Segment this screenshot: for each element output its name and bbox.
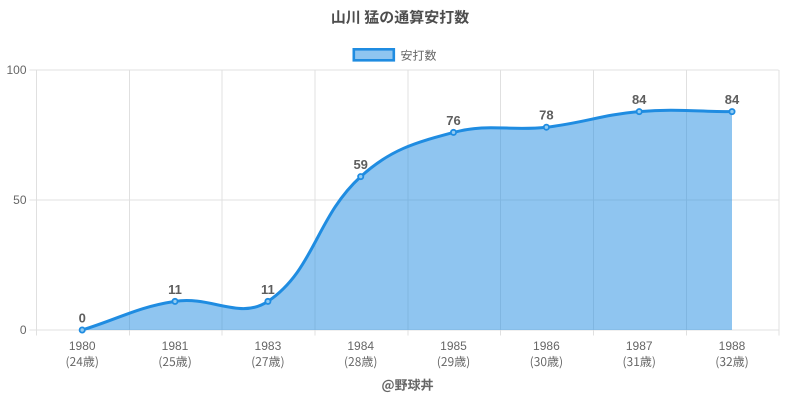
svg-text:0: 0 [79, 311, 86, 326]
svg-text:1981: 1981 [162, 339, 189, 353]
svg-text:1985: 1985 [440, 339, 467, 353]
svg-text:59: 59 [353, 157, 367, 172]
svg-text:1988: 1988 [719, 339, 746, 353]
svg-text:50: 50 [13, 193, 27, 207]
svg-text:11: 11 [168, 282, 182, 297]
svg-text:0: 0 [20, 323, 27, 337]
svg-text:1983: 1983 [255, 339, 282, 353]
svg-text:76: 76 [446, 113, 460, 128]
svg-text:1980: 1980 [69, 339, 96, 353]
svg-text:78: 78 [539, 108, 553, 123]
svg-text:1984: 1984 [347, 339, 374, 353]
svg-text:1986: 1986 [533, 339, 560, 353]
svg-text:84: 84 [725, 92, 740, 107]
svg-text:11: 11 [261, 282, 275, 297]
svg-text:1987: 1987 [626, 339, 653, 353]
svg-text:84: 84 [632, 92, 647, 107]
svg-text:100: 100 [6, 63, 26, 77]
